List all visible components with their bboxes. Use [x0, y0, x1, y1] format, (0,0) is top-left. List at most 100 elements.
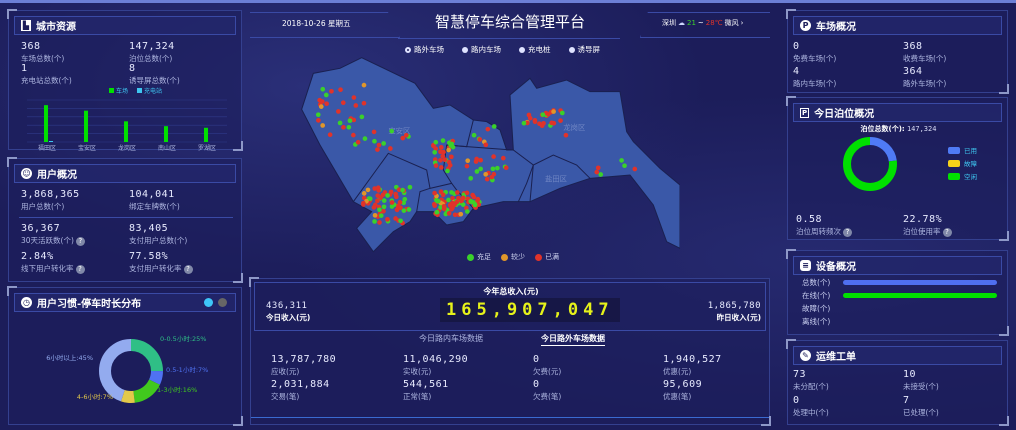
parking-lot-marker[interactable] [438, 165, 444, 170]
parking-lot-marker[interactable] [338, 87, 343, 93]
parking-lot-marker[interactable] [316, 118, 321, 123]
parking-lot-marker[interactable] [398, 205, 403, 211]
parking-lot-marker[interactable] [380, 192, 386, 198]
bar-lots[interactable] [164, 126, 168, 142]
bar-lots[interactable] [44, 105, 48, 142]
parking-lot-marker[interactable] [503, 165, 509, 171]
parking-lot-marker[interactable] [455, 190, 460, 195]
parking-lot-marker[interactable] [478, 166, 483, 172]
parking-lot-marker[interactable] [468, 175, 474, 181]
carousel-dot-active[interactable] [204, 298, 213, 307]
parking-lot-marker[interactable] [397, 200, 403, 205]
parking-lot-marker[interactable] [385, 193, 390, 198]
parking-lot-marker[interactable] [362, 136, 368, 141]
bar-lots[interactable] [124, 121, 128, 142]
parking-lot-marker[interactable] [320, 86, 326, 92]
parking-lot-marker[interactable] [524, 120, 530, 126]
parking-lot-marker[interactable] [372, 212, 378, 218]
parking-lot-marker[interactable] [440, 138, 446, 143]
parking-lot-marker[interactable] [478, 157, 484, 163]
parking-lot-marker[interactable] [495, 165, 500, 171]
parking-lot-marker[interactable] [440, 153, 446, 159]
parking-lot-marker[interactable] [361, 191, 367, 196]
parking-lot-marker[interactable] [400, 135, 406, 141]
help-icon[interactable]: ? [183, 265, 193, 274]
parking-lot-marker[interactable] [433, 163, 439, 168]
parking-lot-marker[interactable] [491, 124, 497, 129]
parking-lot-marker[interactable] [401, 200, 406, 206]
parking-lot-marker[interactable] [622, 163, 627, 169]
parking-lot-marker[interactable] [351, 95, 357, 100]
parking-lot-marker[interactable] [440, 192, 446, 198]
parking-lot-marker[interactable] [385, 216, 390, 222]
parking-lot-marker[interactable] [456, 195, 461, 201]
parking-lot-marker[interactable] [452, 202, 457, 207]
parking-lot-marker[interactable] [441, 149, 446, 155]
parking-lot-marker[interactable] [540, 112, 546, 117]
parking-lot-marker[interactable] [491, 154, 496, 159]
parking-lot-marker[interactable] [438, 145, 444, 150]
parking-lot-marker[interactable] [329, 88, 334, 94]
bar-lots[interactable] [204, 127, 208, 142]
parking-lot-marker[interactable] [355, 139, 361, 145]
berth-slice[interactable] [843, 137, 897, 191]
shenzhen-map[interactable]: 宝安区 龙岗区 盐田区 [300, 55, 680, 270]
parking-lot-marker[interactable] [402, 196, 408, 202]
parking-lot-marker[interactable] [347, 118, 353, 124]
parking-lot-marker[interactable] [449, 141, 455, 147]
parking-lot-marker[interactable] [477, 137, 483, 142]
tab-guidance[interactable]: 诱导屏 [568, 44, 600, 55]
parking-lot-marker[interactable] [398, 218, 403, 224]
parking-lot-marker[interactable] [361, 100, 367, 106]
tab-offstreet-data[interactable]: 今日路外车场数据 [541, 333, 605, 346]
legend-label[interactable]: 空闲 [964, 172, 977, 181]
parking-lot-marker[interactable] [559, 110, 565, 116]
parking-lot-marker[interactable] [432, 149, 438, 155]
parking-lot-marker[interactable] [472, 202, 478, 208]
tab-charging[interactable]: 充电桩 [519, 44, 551, 55]
parking-lot-marker[interactable] [434, 209, 440, 215]
parking-lot-marker[interactable] [396, 187, 402, 193]
parking-lot-marker[interactable] [432, 203, 438, 209]
parking-lot-marker[interactable] [372, 186, 378, 191]
parking-lot-marker[interactable] [619, 158, 624, 163]
parking-lot-marker[interactable] [442, 157, 448, 163]
parking-lot-marker[interactable] [450, 195, 455, 201]
parking-lot-marker[interactable] [323, 92, 329, 98]
parking-lot-marker[interactable] [401, 208, 407, 213]
parking-lot-marker[interactable] [319, 99, 325, 104]
parking-lot-marker[interactable] [361, 82, 367, 88]
parking-lot-marker[interactable] [452, 212, 458, 218]
parking-lot-marker[interactable] [353, 103, 359, 108]
parking-lot-marker[interactable] [377, 207, 382, 213]
parking-lot-marker[interactable] [447, 162, 453, 168]
parking-lot-marker[interactable] [539, 123, 545, 129]
legend-item[interactable]: 充足 [467, 252, 491, 262]
parking-lot-marker[interactable] [471, 132, 477, 138]
parking-lot-marker[interactable] [371, 129, 377, 135]
parking-lot-marker[interactable] [464, 163, 470, 169]
legend-label[interactable]: 已用 [964, 147, 977, 155]
parking-lot-marker[interactable] [460, 202, 466, 207]
chevron-right-icon[interactable]: › [740, 19, 744, 27]
parking-lot-marker[interactable] [470, 192, 476, 198]
parking-lot-marker[interactable] [532, 117, 538, 123]
parking-lot-marker[interactable] [465, 158, 471, 164]
parking-lot-marker[interactable] [432, 157, 438, 162]
legend-item[interactable]: 已满 [535, 252, 559, 262]
parking-lot-marker[interactable] [431, 143, 436, 149]
parking-lot-marker[interactable] [367, 196, 373, 202]
parking-lot-marker[interactable] [464, 209, 470, 214]
parking-lot-marker[interactable] [432, 190, 437, 196]
parking-lot-marker[interactable] [375, 198, 380, 204]
legend-label[interactable]: 故障 [964, 159, 978, 168]
parking-lot-marker[interactable] [389, 128, 395, 134]
bar-charging[interactable] [49, 141, 53, 142]
parking-lot-marker[interactable] [403, 132, 409, 138]
parking-lot-marker[interactable] [406, 207, 412, 212]
parking-lot-marker[interactable] [483, 172, 489, 177]
parking-lot-marker[interactable] [341, 125, 346, 130]
parking-lot-marker[interactable] [394, 207, 400, 213]
pie-slice[interactable] [99, 339, 163, 403]
parking-lot-marker[interactable] [474, 169, 480, 174]
